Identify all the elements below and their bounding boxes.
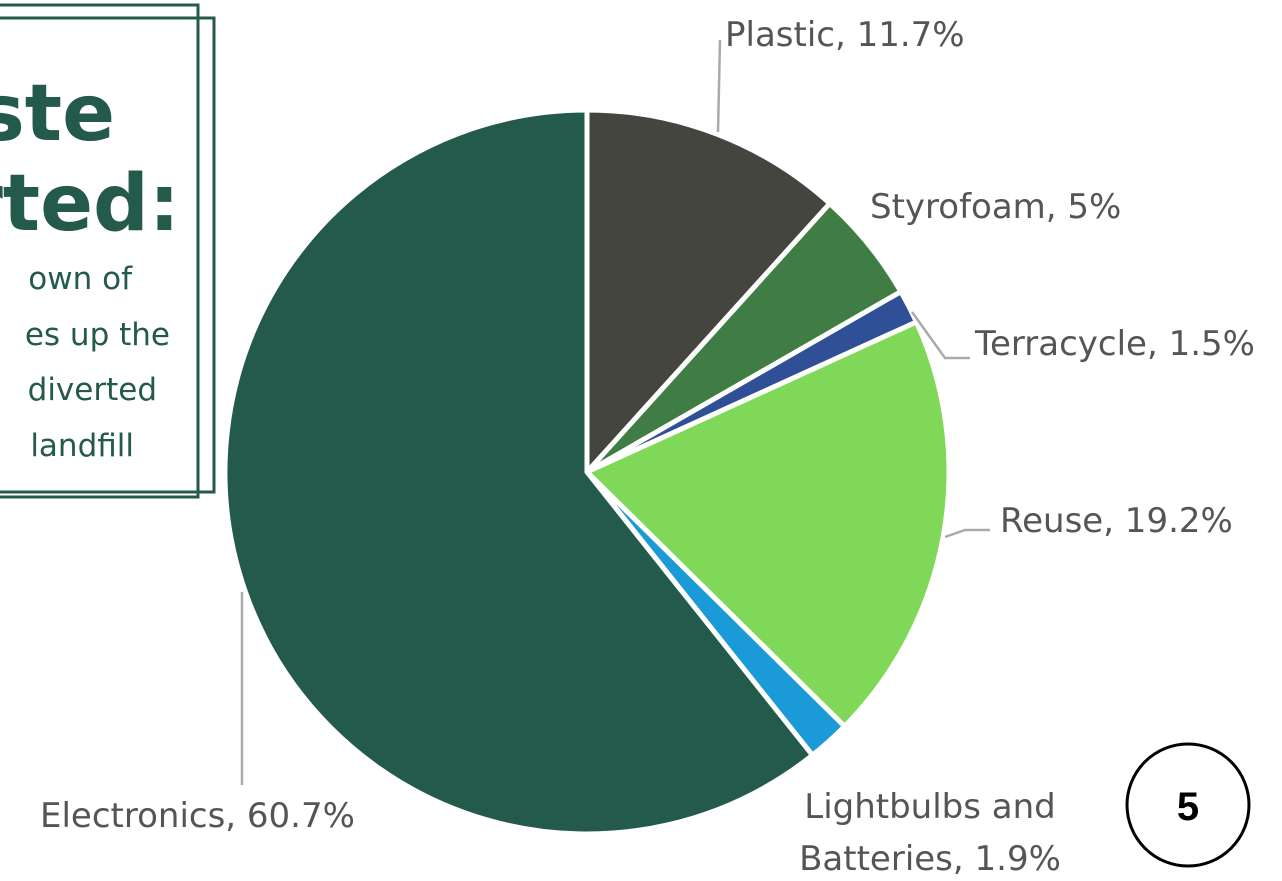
data-label: Lightbulbs and Batteries, 1.9% <box>799 787 1061 879</box>
data-label: Styrofoam, 5% <box>870 187 1121 227</box>
body-text: diverted <box>28 372 157 408</box>
data-label: Reuse, 19.2% <box>1000 501 1233 541</box>
pie-slice <box>222 107 815 837</box>
leader-line <box>910 311 970 360</box>
leader-line <box>944 528 990 539</box>
frame <box>0 16 216 494</box>
data-label: Electronics, 60.7% <box>40 796 355 836</box>
data-label: Plastic, 11.7% <box>725 15 965 55</box>
heading: rted: <box>0 159 180 249</box>
leader-line <box>716 39 722 133</box>
pie: Plastic, 11.7% Styrofoam, 5% Terracycle, 1… <box>40 15 1255 879</box>
pie-slice <box>584 107 833 475</box>
heading: ste <box>0 69 115 159</box>
data-label: Terracycle, 1.5% <box>974 324 1255 364</box>
page-number: 5 <box>1177 785 1199 829</box>
body-text: landfill <box>30 428 134 464</box>
page-badge <box>1125 742 1251 868</box>
frame <box>0 3 200 499</box>
body-text: es up the <box>25 317 170 353</box>
pie-slice <box>584 319 952 729</box>
body-text: own of <box>28 261 133 297</box>
